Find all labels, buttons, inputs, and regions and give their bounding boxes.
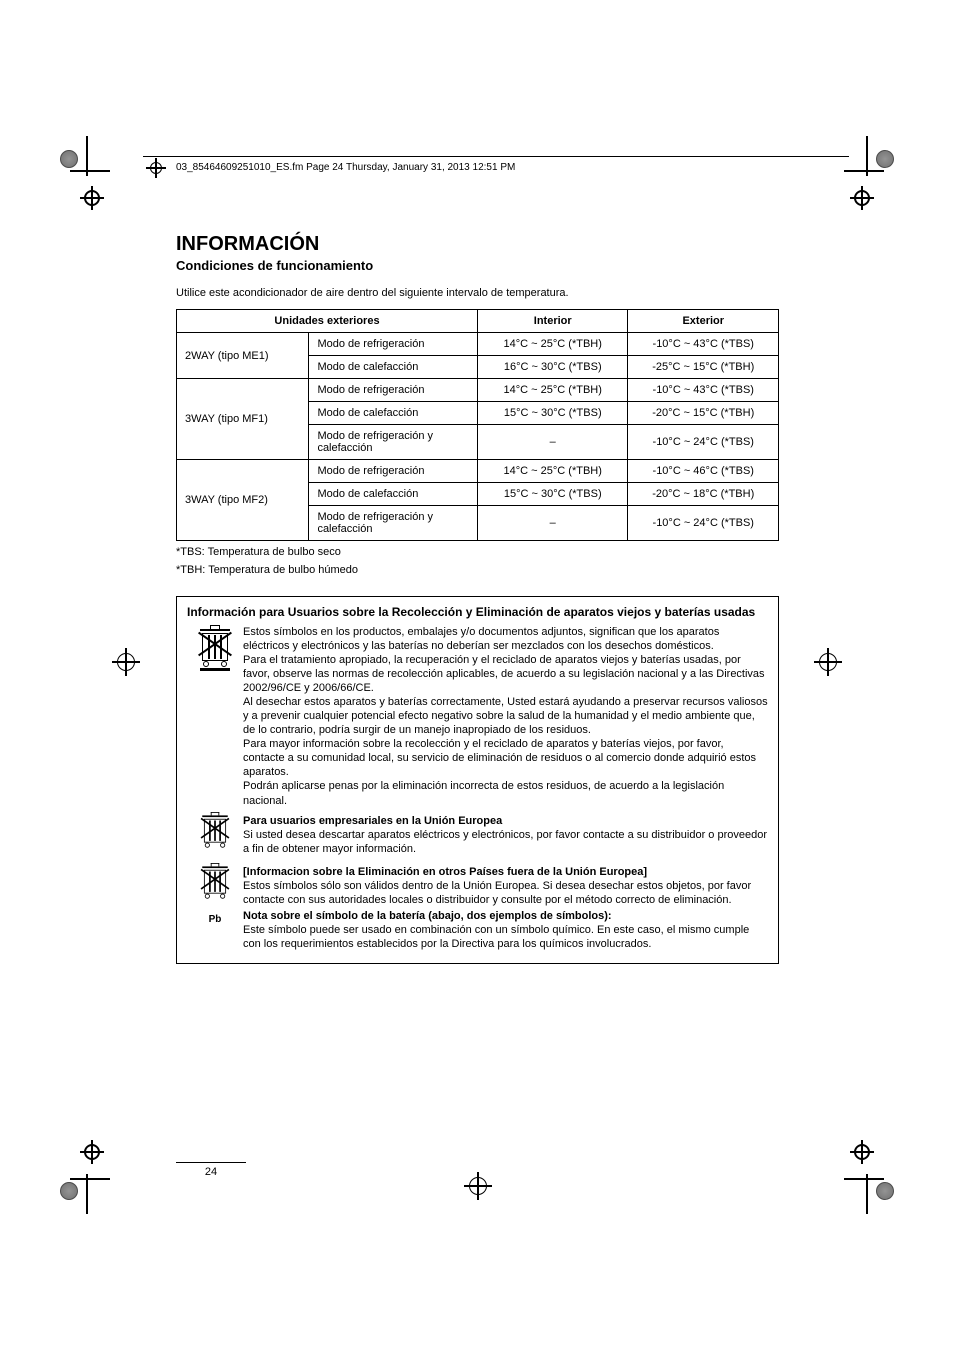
th-unidades: Unidades exteriores	[177, 310, 478, 333]
print-cross-right	[814, 648, 842, 676]
page-number-rule	[176, 1162, 246, 1163]
infobox-h2: Para usuarios empresariales en la Unión …	[243, 814, 768, 828]
infobox-text-block-2: Para usuarios empresariales en la Unión …	[243, 812, 768, 856]
th-interior: Interior	[477, 310, 628, 333]
th-exterior: Exterior	[628, 310, 779, 333]
page-number-region: 24	[176, 1162, 246, 1178]
mode-cell: Modo de refrigeración	[309, 379, 478, 402]
infobox-p2: Para el tratamiento apropiado, la recupe…	[243, 654, 765, 694]
exterior-cell: -20°C ~ 18°C (*TBH)	[628, 483, 779, 506]
subsection-title: Condiciones de funcionamiento	[176, 258, 779, 273]
table-row: 3WAY (tipo MF2) Modo de refrigeración 14…	[177, 460, 779, 483]
infobox-text-block-1: Estos símbolos en los productos, embalaj…	[243, 625, 768, 808]
infobox-p1: Estos símbolos en los productos, embalaj…	[243, 626, 719, 652]
interior-cell: 15°C ~ 30°C (*TBS)	[477, 483, 628, 506]
infobox-p8: Este símbolo puede ser usado en combinac…	[243, 924, 749, 950]
interior-cell: 14°C ~ 25°C (*TBH)	[477, 460, 628, 483]
exterior-cell: -10°C ~ 43°C (*TBS)	[628, 333, 779, 356]
print-mark-top-right	[854, 142, 894, 182]
infobox-title: Información para Usuarios sobre la Recol…	[187, 605, 768, 619]
unit-cell: 3WAY (tipo MF2)	[177, 460, 309, 541]
print-target-top-left	[80, 186, 104, 210]
page-number: 24	[176, 1166, 246, 1178]
content-area: INFORMACIÓN Condiciones de funcionamient…	[176, 233, 779, 964]
mode-cell: Modo de refrigeración	[309, 460, 478, 483]
infobox-p6: Si usted desea descartar aparatos eléctr…	[243, 829, 767, 855]
table-row: 2WAY (tipo ME1) Modo de refrigeración 14…	[177, 333, 779, 356]
footnote-tbh: *TBH: Temperatura de bulbo húmedo	[176, 563, 779, 577]
pb-label: Pb	[187, 914, 243, 925]
print-header-text: 03_85464609251010_ES.fm Page 24 Thursday…	[176, 162, 515, 173]
exterior-cell: -10°C ~ 43°C (*TBS)	[628, 379, 779, 402]
crop-line-top	[143, 156, 849, 157]
print-target-bottom-left	[80, 1140, 104, 1164]
interior-cell: –	[477, 425, 628, 460]
mode-cell: Modo de calefacción	[309, 356, 478, 379]
section-title: INFORMACIÓN	[176, 233, 779, 256]
disposal-info-box: Información para Usuarios sobre la Recol…	[176, 596, 779, 964]
infobox-text-block-3: [Informacion sobre la Eliminación en otr…	[243, 863, 768, 951]
interior-cell: 14°C ~ 25°C (*TBH)	[477, 333, 628, 356]
mode-cell: Modo de refrigeración	[309, 333, 478, 356]
exterior-cell: -25°C ~ 15°C (*TBH)	[628, 356, 779, 379]
exterior-cell: -10°C ~ 46°C (*TBS)	[628, 460, 779, 483]
page: 03_85464609251010_ES.fm Page 24 Thursday…	[0, 0, 954, 1350]
print-mark-bottom-right	[854, 1168, 894, 1208]
mode-cell: Modo de calefacción	[309, 483, 478, 506]
intro-text: Utilice este acondicionador de aire dent…	[176, 287, 779, 299]
mode-cell: Modo de calefacción	[309, 402, 478, 425]
interior-cell: 14°C ~ 25°C (*TBH)	[477, 379, 628, 402]
crop-corner-icon	[146, 158, 166, 178]
exterior-cell: -10°C ~ 24°C (*TBS)	[628, 425, 779, 460]
weee-bin-icon	[187, 625, 243, 674]
infobox-p7: Estos símbolos sólo son válidos dentro d…	[243, 880, 751, 906]
infobox-h4: Nota sobre el símbolo de la batería (aba…	[243, 909, 768, 923]
table-row: 3WAY (tipo MF1) Modo de refrigeración 14…	[177, 379, 779, 402]
print-cross-bottom	[464, 1172, 492, 1200]
infobox-p4: Para mayor información sobre la recolecc…	[243, 738, 756, 778]
interior-cell: 15°C ~ 30°C (*TBS)	[477, 402, 628, 425]
interior-cell: –	[477, 506, 628, 541]
infobox-p5: Podrán aplicarse penas por la eliminació…	[243, 780, 724, 806]
weee-bin-icon-3: Pb	[187, 863, 243, 925]
mode-cell: Modo de refrigeración y calefacción	[309, 425, 478, 460]
infobox-h3: [Informacion sobre la Eliminación en otr…	[243, 865, 768, 879]
exterior-cell: -10°C ~ 24°C (*TBS)	[628, 506, 779, 541]
mode-cell: Modo de refrigeración y calefacción	[309, 506, 478, 541]
print-mark-bottom-left	[60, 1168, 100, 1208]
operating-conditions-table: Unidades exteriores Interior Exterior 2W…	[176, 309, 779, 541]
unit-cell: 2WAY (tipo ME1)	[177, 333, 309, 379]
weee-bin-icon-2	[187, 812, 243, 861]
print-target-top-right	[850, 186, 874, 210]
interior-cell: 16°C ~ 30°C (*TBS)	[477, 356, 628, 379]
exterior-cell: -20°C ~ 15°C (*TBH)	[628, 402, 779, 425]
footnote-tbs: *TBS: Temperatura de bulbo seco	[176, 545, 779, 559]
print-mark-top-left	[60, 142, 100, 182]
infobox-p3: Al desechar estos aparatos y baterías co…	[243, 696, 768, 736]
unit-cell: 3WAY (tipo MF1)	[177, 379, 309, 460]
print-cross-left	[112, 648, 140, 676]
print-target-bottom-right	[850, 1140, 874, 1164]
